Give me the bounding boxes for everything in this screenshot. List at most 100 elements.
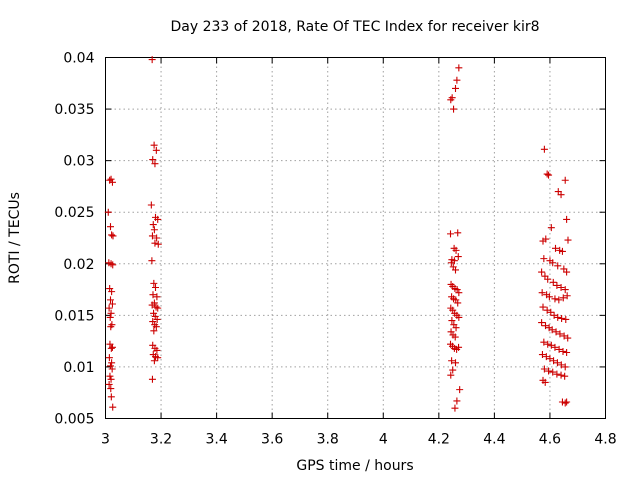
data-point bbox=[105, 380, 113, 388]
data-point bbox=[542, 322, 549, 330]
data-point bbox=[550, 311, 558, 319]
data-point bbox=[555, 345, 563, 353]
data-point bbox=[455, 289, 463, 297]
x-tick-label: 4.8 bbox=[594, 432, 616, 448]
y-tick-label: 0.04 bbox=[63, 51, 94, 67]
data-point bbox=[548, 326, 556, 334]
data-point bbox=[553, 370, 561, 378]
x-tick-label: 3.8 bbox=[317, 432, 339, 448]
data-point bbox=[558, 314, 566, 322]
axis-ticks bbox=[105, 57, 606, 419]
data-point bbox=[450, 105, 458, 113]
data-point bbox=[556, 330, 564, 338]
data-point bbox=[451, 404, 459, 412]
data-point bbox=[107, 296, 114, 304]
data-point bbox=[150, 309, 158, 317]
data-point bbox=[149, 291, 157, 299]
data-point bbox=[561, 176, 569, 184]
data-point bbox=[107, 323, 115, 331]
data-point bbox=[564, 334, 572, 342]
x-tick-label: 3.4 bbox=[205, 432, 227, 448]
data-point bbox=[538, 351, 546, 359]
data-point bbox=[153, 315, 161, 323]
data-point bbox=[538, 319, 546, 327]
data-point bbox=[453, 286, 461, 294]
data-point bbox=[544, 275, 552, 283]
data-point bbox=[452, 266, 459, 274]
x-tick-label: 3.6 bbox=[261, 432, 283, 448]
x-tick-label: 3.2 bbox=[150, 432, 172, 448]
data-point bbox=[557, 284, 565, 292]
data-point bbox=[107, 385, 115, 393]
data-point bbox=[152, 303, 160, 311]
data-point bbox=[454, 299, 462, 307]
data-point bbox=[549, 259, 557, 267]
data-point bbox=[152, 284, 159, 292]
data-point bbox=[539, 303, 547, 311]
data-point bbox=[564, 236, 572, 244]
data-point bbox=[540, 365, 548, 373]
y-tick-label: 0.02 bbox=[63, 257, 94, 273]
data-point bbox=[150, 226, 158, 234]
data-point bbox=[104, 208, 112, 216]
data-point bbox=[150, 327, 158, 335]
data-point bbox=[554, 262, 562, 270]
data-point bbox=[545, 367, 553, 375]
data-point bbox=[554, 313, 562, 321]
data-point bbox=[152, 146, 160, 154]
data-point bbox=[545, 171, 553, 179]
data-point bbox=[561, 286, 569, 294]
x-tick-label: 4.6 bbox=[539, 432, 561, 448]
y-tick-label: 0.025 bbox=[54, 205, 94, 221]
data-point bbox=[549, 278, 557, 286]
data-point bbox=[543, 306, 551, 314]
data-point bbox=[105, 354, 113, 362]
data-point bbox=[109, 403, 117, 411]
data-point bbox=[450, 257, 458, 265]
data-points bbox=[104, 56, 572, 412]
data-point bbox=[106, 372, 114, 380]
data-point bbox=[151, 160, 159, 168]
data-point bbox=[563, 292, 571, 300]
data-point bbox=[105, 304, 113, 312]
data-point bbox=[154, 215, 162, 223]
data-point bbox=[555, 296, 563, 304]
x-tick-labels: 3 3.2 3.4 3.6 3.8 4 4.2 4.4 4.6 4.8 bbox=[101, 432, 617, 448]
data-point bbox=[547, 224, 555, 232]
data-point bbox=[553, 281, 561, 289]
data-point bbox=[563, 215, 571, 223]
data-point bbox=[108, 343, 116, 351]
data-point bbox=[151, 239, 159, 247]
data-point bbox=[107, 362, 114, 370]
data-point bbox=[150, 141, 158, 149]
data-point bbox=[546, 355, 554, 363]
x-tick-label: 3 bbox=[101, 432, 110, 448]
data-point bbox=[562, 315, 570, 323]
data-point bbox=[545, 293, 553, 301]
data-point bbox=[453, 76, 461, 84]
data-point bbox=[154, 240, 162, 248]
data-point bbox=[551, 343, 559, 351]
data-point bbox=[557, 361, 565, 369]
data-point bbox=[448, 317, 456, 325]
data-point bbox=[540, 145, 548, 153]
data-point bbox=[447, 230, 454, 238]
data-point bbox=[540, 338, 548, 346]
data-point bbox=[152, 323, 160, 331]
data-point bbox=[154, 304, 162, 312]
data-point bbox=[540, 255, 548, 263]
data-point bbox=[107, 375, 115, 383]
data-point bbox=[452, 324, 460, 332]
data-point bbox=[148, 56, 156, 64]
plot-frame bbox=[105, 57, 606, 419]
y-tick-label: 0.03 bbox=[63, 154, 94, 170]
data-point bbox=[108, 365, 116, 373]
data-point bbox=[563, 398, 571, 406]
data-point bbox=[558, 247, 566, 255]
data-point bbox=[559, 294, 567, 302]
data-point bbox=[550, 357, 558, 365]
data-point bbox=[547, 341, 555, 349]
data-point bbox=[560, 332, 568, 340]
x-tick-label: 4 bbox=[379, 432, 388, 448]
